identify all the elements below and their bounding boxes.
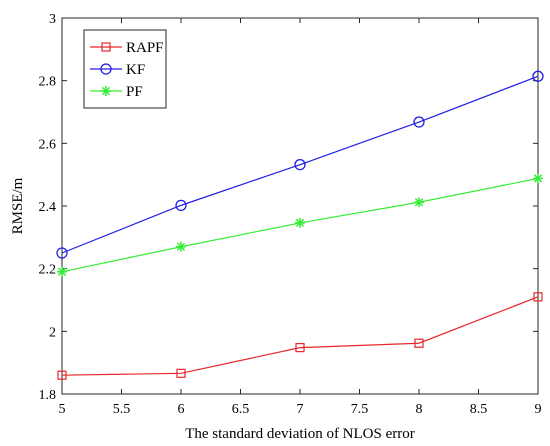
series-kf <box>56 70 544 259</box>
legend-marker-rapf <box>101 42 111 52</box>
x-tick-label: 9 <box>535 402 542 417</box>
data-point-kf <box>294 158 306 171</box>
legend-marker-kf <box>100 63 112 75</box>
data-point-rapf <box>533 292 543 302</box>
data-point-pf <box>295 217 305 228</box>
y-tick-label: 2 <box>49 325 56 340</box>
data-point-pf <box>57 266 67 277</box>
x-tick-label: 6 <box>178 402 185 417</box>
asterisk-stroke <box>101 86 111 96</box>
legend-marker-pf <box>101 86 111 96</box>
y-tick-label: 2.6 <box>39 137 57 152</box>
y-tick-label: 2.2 <box>39 263 57 278</box>
series-line-kf <box>61 75 539 254</box>
series-rapf <box>57 292 543 380</box>
data-point-rapf <box>176 368 186 378</box>
y-tick-label: 2.8 <box>39 75 57 90</box>
data-point-pf <box>533 173 543 184</box>
data-point-kf <box>532 70 544 82</box>
data-point-rapf <box>295 343 305 353</box>
data-point-kf <box>413 116 425 128</box>
data-point-pf <box>176 241 186 252</box>
legend: RAPF KF PF <box>83 29 167 109</box>
x-tick-label: 7.5 <box>351 402 369 417</box>
legend-item-rapf: RAPF <box>90 40 164 56</box>
legend-label-rapf: RAPF <box>126 40 164 56</box>
axes: 5 5.5 6 6.5 7 7.5 8 8.5 9 1.8 2 2.2 2.4 2.6 2.8 3 <box>39 12 542 417</box>
legend-label-kf: KF <box>126 62 145 78</box>
data-point-kf <box>175 199 187 212</box>
asterisk-stroke <box>176 242 186 251</box>
y-tick-label: 3 <box>49 12 56 27</box>
data-point-rapf <box>57 370 67 380</box>
data-point-rapf <box>414 338 424 348</box>
x-axis-label: The standard deviation of NLOS error <box>185 426 415 442</box>
x-tick-label: 8 <box>416 402 423 417</box>
x-tick-label: 6.5 <box>232 402 250 417</box>
x-tick-label: 7 <box>297 402 304 417</box>
series-pf <box>57 173 543 277</box>
series-line-rapf <box>61 296 539 376</box>
x-tick-label: 5 <box>59 402 66 417</box>
asterisk-stroke <box>57 267 67 276</box>
series-group <box>56 70 544 380</box>
asterisk-stroke <box>533 174 543 183</box>
x-tick-label: 8.5 <box>470 402 488 417</box>
asterisk-stroke <box>414 198 424 207</box>
legend-item-pf: PF <box>90 84 143 100</box>
y-axis-label: RMSE/m <box>10 177 26 234</box>
legend-item-kf: KF <box>90 62 145 78</box>
legend-label-pf: PF <box>126 84 143 100</box>
x-tick-label: 5.5 <box>113 402 131 417</box>
y-tick-label: 1.8 <box>39 388 57 403</box>
asterisk-stroke <box>295 218 305 228</box>
data-point-kf <box>56 247 68 259</box>
y-tick-label: 2.4 <box>39 200 57 215</box>
data-point-pf <box>414 197 424 208</box>
